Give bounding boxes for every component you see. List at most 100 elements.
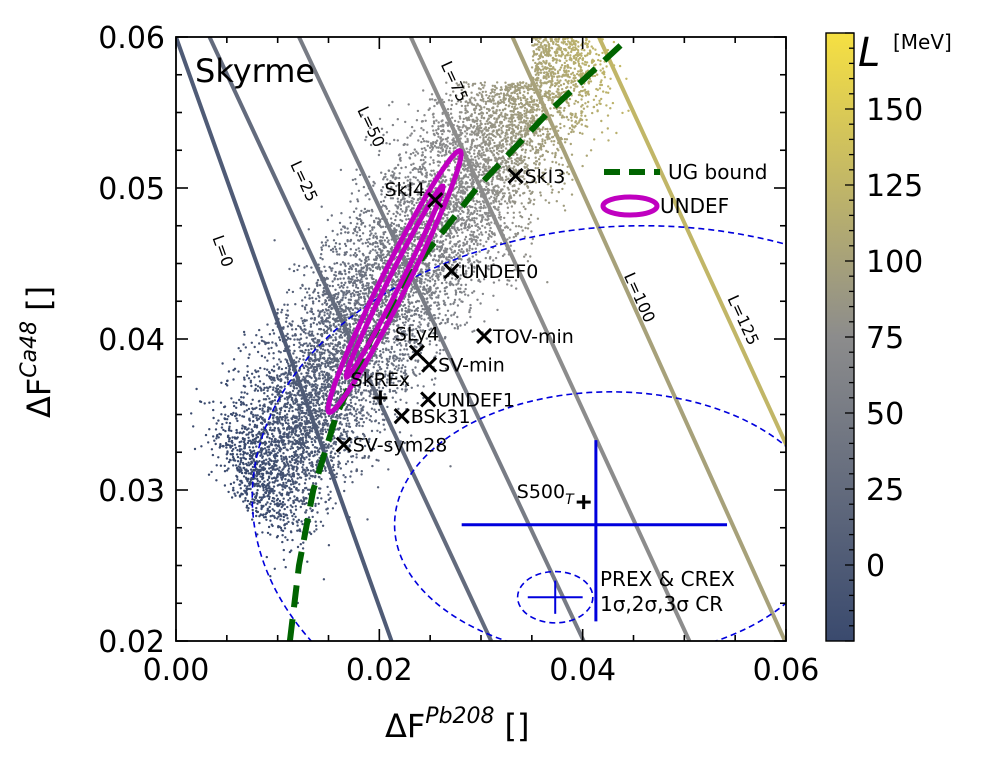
scatter-point xyxy=(536,217,540,220)
scatter-point xyxy=(599,69,602,72)
scatter-point xyxy=(608,87,612,90)
scatter-point xyxy=(493,117,496,120)
scatter-point xyxy=(245,404,248,407)
scatter-point xyxy=(467,83,470,86)
scatter-point xyxy=(517,225,521,228)
scatter-point xyxy=(412,162,415,165)
scatter-point xyxy=(479,243,482,246)
scatter-point xyxy=(258,470,261,474)
scatter-point xyxy=(431,98,434,101)
scatter-point xyxy=(536,71,540,75)
scatter-point xyxy=(462,218,465,222)
scatter-point xyxy=(394,284,397,287)
scatter-point xyxy=(300,317,303,320)
scatter-point xyxy=(292,482,295,486)
scatter-point xyxy=(256,502,259,505)
scatter-point xyxy=(557,191,560,194)
scatter-point xyxy=(306,445,309,449)
scatter-point xyxy=(273,450,276,453)
scatter-point xyxy=(238,431,241,435)
scatter-point xyxy=(292,465,296,468)
scatter-point xyxy=(215,435,219,438)
scatter-point xyxy=(256,418,259,422)
scatter-point xyxy=(433,172,436,175)
scatter-point xyxy=(511,189,515,192)
scatter-point xyxy=(605,91,608,94)
scatter-point xyxy=(495,192,498,195)
scatter-point xyxy=(375,217,378,220)
scatter-point xyxy=(398,431,402,434)
scatter-point xyxy=(449,107,453,111)
scatter-point xyxy=(337,283,340,287)
scatter-point xyxy=(457,282,460,285)
scatter-point xyxy=(514,225,518,228)
scatter-point xyxy=(344,305,347,308)
scatter-point xyxy=(265,374,269,377)
scatter-point xyxy=(395,415,399,419)
scatter-point xyxy=(441,132,444,136)
scatter-point xyxy=(305,509,308,512)
scatter-point xyxy=(498,141,501,144)
scatter-point xyxy=(442,100,446,104)
scatter-point xyxy=(541,128,544,131)
scatter-point xyxy=(520,161,523,165)
scatter-point xyxy=(504,134,507,138)
scatter-point xyxy=(504,162,507,165)
scatter-point xyxy=(409,178,412,181)
scatter-point xyxy=(312,404,315,407)
scatter-point xyxy=(286,325,290,328)
scatter-point xyxy=(434,290,437,293)
scatter-point xyxy=(548,69,551,73)
scatter-point xyxy=(410,125,414,129)
scatter-point xyxy=(328,354,331,357)
scatter-point xyxy=(357,226,361,229)
scatter-point xyxy=(346,416,349,420)
scatter-point xyxy=(476,223,479,226)
scatter-point xyxy=(531,190,534,194)
scatter-point xyxy=(302,541,305,544)
scatter-point xyxy=(320,205,323,208)
scatter-point xyxy=(354,392,358,395)
scatter-point xyxy=(332,322,335,326)
scatter-point xyxy=(404,365,407,369)
scatter-point xyxy=(285,481,288,484)
scatter-point xyxy=(443,301,446,304)
scatter-point xyxy=(401,300,404,303)
scatter-point xyxy=(598,87,602,90)
scatter-point xyxy=(316,511,319,514)
scatter-point xyxy=(461,222,464,225)
scatter-point xyxy=(315,323,319,326)
scatter-point xyxy=(465,188,468,191)
scatter-point xyxy=(296,462,299,466)
scatter-point xyxy=(407,353,410,356)
scatter-point xyxy=(282,548,285,552)
scatter-point xyxy=(565,171,569,174)
scatter-point xyxy=(420,167,424,171)
scatter-point xyxy=(316,496,319,500)
scatter-point xyxy=(499,218,502,221)
scatter-point xyxy=(504,103,508,107)
scatter-point xyxy=(343,417,347,420)
scatter-point xyxy=(370,407,374,410)
scatter-point xyxy=(393,413,397,416)
scatter-point xyxy=(341,296,344,299)
scatter-point xyxy=(417,139,420,142)
scatter-point xyxy=(570,50,573,54)
scatter-point xyxy=(382,256,386,259)
scatter-point xyxy=(363,225,367,228)
scatter-point xyxy=(493,88,497,92)
scatter-point xyxy=(305,497,308,500)
scatter-point xyxy=(401,364,405,367)
scatter-point xyxy=(318,372,321,375)
scatter-point xyxy=(510,142,513,145)
scatter-point xyxy=(534,73,538,77)
scatter-point xyxy=(397,364,400,367)
scatter-point xyxy=(312,345,316,348)
scatter-point xyxy=(312,302,315,305)
scatter-point xyxy=(329,477,332,480)
scatter-point xyxy=(227,440,231,443)
scatter-point xyxy=(250,428,253,431)
scatter-point xyxy=(478,233,481,236)
scatter-point xyxy=(278,509,281,512)
scatter-point xyxy=(564,141,567,144)
